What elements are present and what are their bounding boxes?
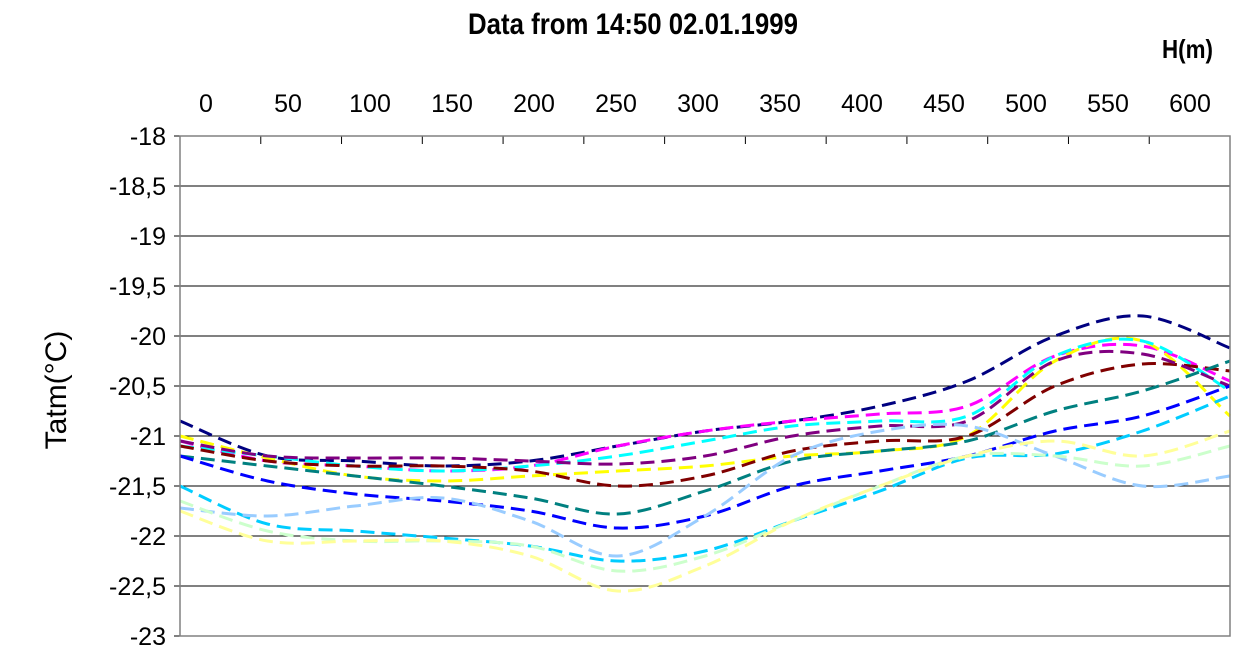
x-tick-label: 50 bbox=[274, 90, 302, 118]
y-tick-label: -22,5 bbox=[109, 573, 166, 601]
x-tick-label: 150 bbox=[431, 90, 473, 118]
x-tick-label: 350 bbox=[759, 90, 801, 118]
x-axis-label: H(m) bbox=[1162, 34, 1213, 64]
x-tick-label: 0 bbox=[199, 90, 213, 118]
series-lines bbox=[179, 314, 1231, 593]
series-line-5 bbox=[179, 362, 1231, 488]
x-tick-label: 550 bbox=[1087, 90, 1129, 118]
series-line-7 bbox=[179, 359, 1231, 516]
plot-frame bbox=[179, 135, 1231, 637]
x-tick-label: 250 bbox=[595, 90, 637, 118]
x-tick-label: 400 bbox=[841, 90, 883, 118]
x-tick-label: 500 bbox=[1005, 90, 1047, 118]
y-tick-label: -23 bbox=[130, 623, 166, 651]
y-tick-label: -22 bbox=[130, 523, 166, 551]
y-tick-label: -20 bbox=[130, 323, 166, 351]
y-tick-label: -19,5 bbox=[109, 273, 166, 301]
chart-title: Data from 14:50 02.01.1999 bbox=[468, 8, 798, 41]
y-tick-label: -18,5 bbox=[109, 173, 166, 201]
gridlines bbox=[174, 135, 1230, 637]
x-tick-label: 200 bbox=[513, 90, 555, 118]
y-tick-label: -20,5 bbox=[109, 373, 166, 401]
x-tick-label: 300 bbox=[677, 90, 719, 118]
x-tick-label: 600 bbox=[1169, 90, 1211, 118]
series-line-6 bbox=[179, 349, 1231, 466]
y-tick-label: -19 bbox=[130, 223, 166, 251]
y-tick-label: -18 bbox=[130, 123, 166, 151]
series-line-9 bbox=[179, 394, 1231, 563]
series-line-12 bbox=[179, 429, 1231, 593]
y-tick-label: -21,5 bbox=[109, 473, 166, 501]
x-tick-labels: 0 50 100 150 200 250 300 350 400 450 500 550 600 bbox=[199, 90, 1211, 118]
y-tick-label: -21 bbox=[130, 423, 166, 451]
y-tick-labels: -18 -18,5 -19 -19,5 -20 -20,5 -21 -21,5 -22 -22,5… bbox=[109, 123, 166, 651]
series-line-3 bbox=[179, 336, 1231, 483]
x-tick-label: 450 bbox=[923, 90, 965, 118]
x-tick-label: 100 bbox=[349, 90, 391, 118]
